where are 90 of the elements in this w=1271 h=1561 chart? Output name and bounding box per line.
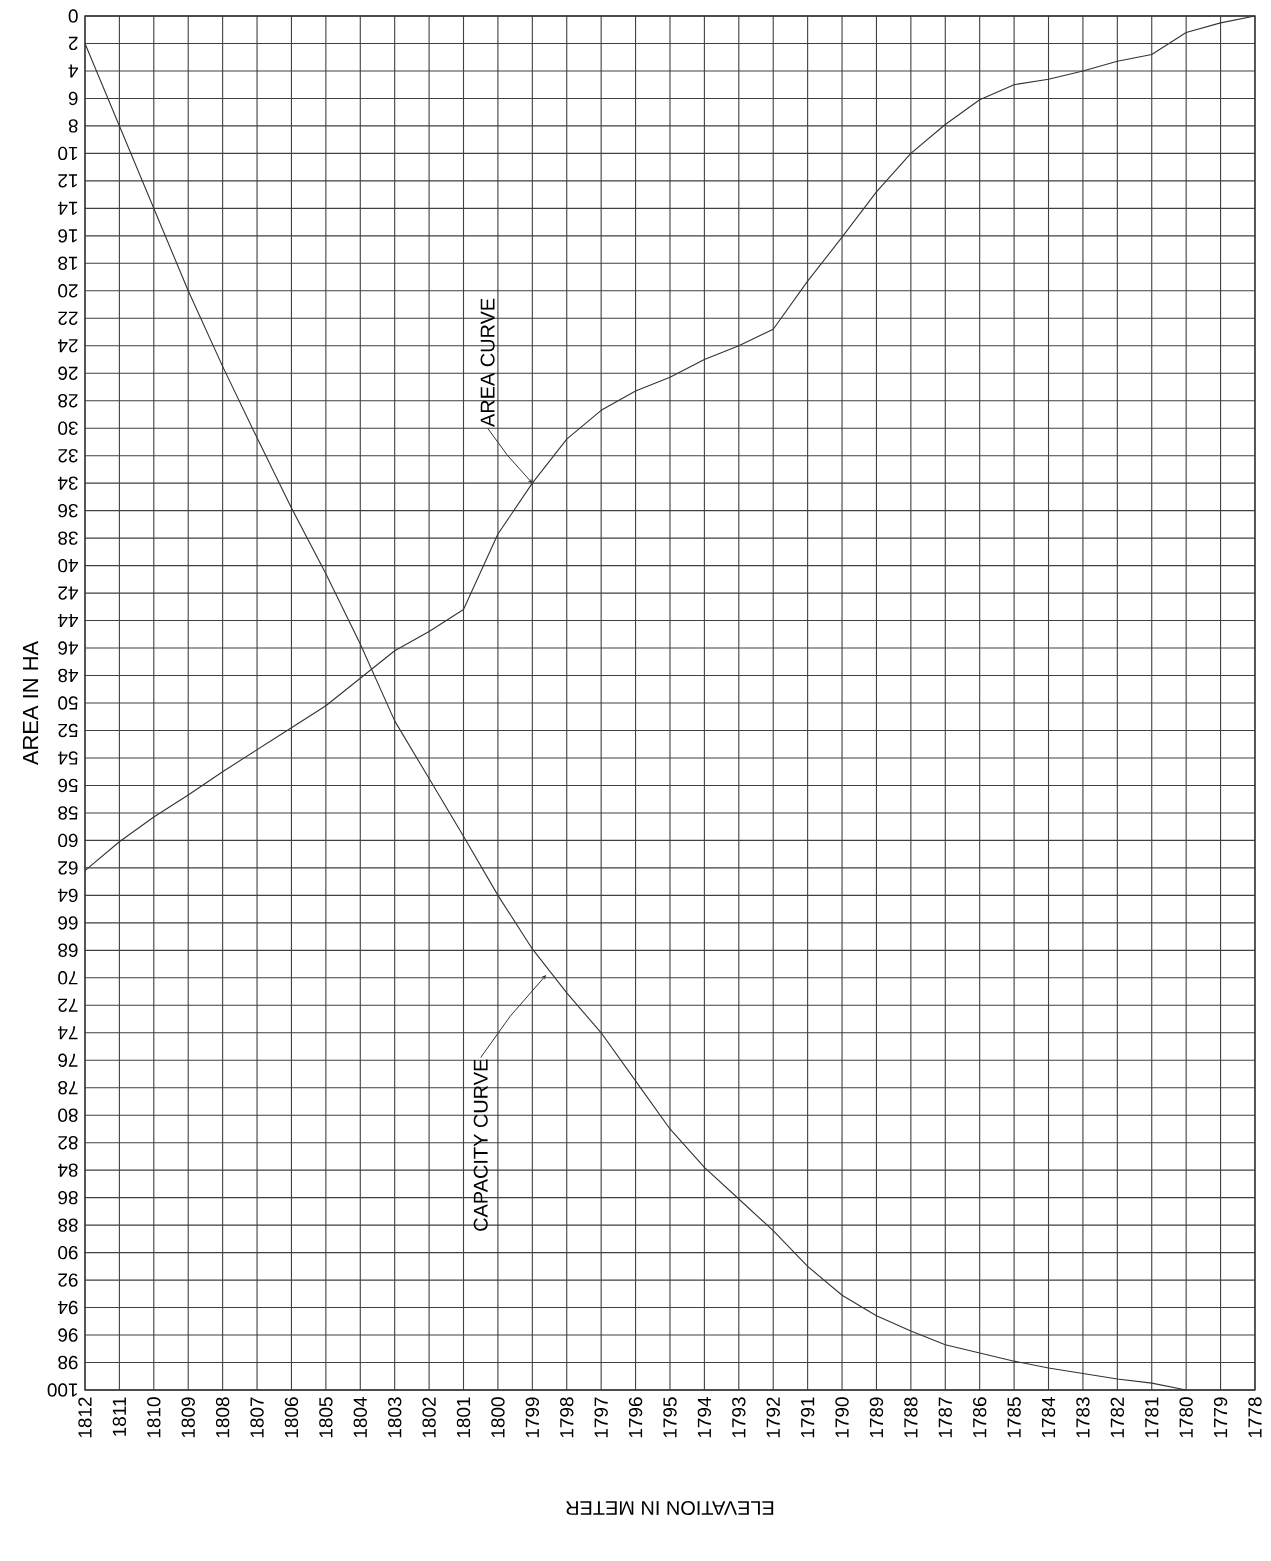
y-tick-label: 100 <box>47 1383 78 1397</box>
y-tick-label: 70 <box>58 971 78 985</box>
y-tick-label: 76 <box>58 1053 78 1067</box>
y-tick-label: 26 <box>58 366 78 380</box>
y-tick-label: 58 <box>58 806 78 820</box>
x-tick-label: 1809 <box>181 1397 195 1438</box>
y-tick-label: 94 <box>57 1300 78 1315</box>
x-tick-label: 1786 <box>972 1397 987 1438</box>
x-tick-label: 1796 <box>628 1397 643 1438</box>
x-tick-label: 1798 <box>560 1397 574 1438</box>
y-tick-label: 64 <box>57 888 78 903</box>
x-tick-label: 1807 <box>250 1397 264 1438</box>
x-tick-label: 1784 <box>1041 1397 1056 1438</box>
x-tick-label: 1794 <box>697 1397 712 1438</box>
y-tick-label: 40 <box>58 558 79 573</box>
y-tick-label: 42 <box>58 586 79 600</box>
x-tick-label: 1811 <box>112 1397 127 1436</box>
y-tick-label: 6 <box>68 91 78 106</box>
x-tick-label: 1810 <box>147 1397 161 1438</box>
y-tick-label: 98 <box>58 1355 78 1370</box>
y-tick-label: 60 <box>58 833 78 848</box>
y-tick-label: 84 <box>57 1163 78 1177</box>
annotation: CAPACITY CURVE <box>473 1059 488 1231</box>
x-tick-label: 1801 <box>456 1397 471 1438</box>
y-tick-label: 34 <box>57 476 78 490</box>
y-tick-label: 50 <box>58 696 78 710</box>
y-tick-label: 82 <box>58 1135 78 1150</box>
x-tick-label: 1797 <box>594 1397 608 1438</box>
y-tick-label: 16 <box>58 229 78 243</box>
y-tick-label: 10 <box>58 146 78 161</box>
x-tick-label: 1787 <box>938 1397 952 1438</box>
x-axis-title: ELEVATION IN METER <box>566 1500 774 1516</box>
x-tick-label: 1791 <box>800 1397 815 1438</box>
y-tick-label: 24 <box>57 339 78 353</box>
x-tick-label: 1806 <box>284 1397 299 1438</box>
y-tick-label: 38 <box>58 531 78 545</box>
x-tick-label: 1780 <box>1179 1397 1193 1438</box>
y-axis-title: AREA IN HA <box>23 640 39 766</box>
y-tick-label: 22 <box>58 311 78 325</box>
y-tick-label: 80 <box>58 1108 78 1122</box>
y-tick-label: 72 <box>58 998 78 1012</box>
y-tick-label: 14 <box>57 201 78 215</box>
y-tick-label: 36 <box>58 503 78 518</box>
x-tick-label: 1781 <box>1145 1397 1159 1438</box>
y-tick-label: 4 <box>68 64 79 78</box>
x-tick-label: 1790 <box>835 1397 849 1438</box>
y-tick-label: 28 <box>58 394 78 408</box>
y-tick-label: 12 <box>58 174 78 188</box>
y-tick-label: 54 <box>57 751 78 765</box>
x-tick-label: 1793 <box>732 1397 746 1438</box>
x-tick-label: 1778 <box>1248 1397 1262 1438</box>
x-tick-label: 1785 <box>1007 1397 1021 1438</box>
y-tick-label: 30 <box>58 421 78 435</box>
x-tick-label: 1795 <box>663 1397 677 1438</box>
x-tick-label: 1792 <box>766 1397 780 1438</box>
x-tick-label: 1804 <box>353 1397 367 1438</box>
y-tick-label: 92 <box>58 1273 78 1287</box>
x-tick-label: 1812 <box>78 1397 92 1438</box>
y-tick-label: 74 <box>57 1026 78 1040</box>
y-tick-label: 0 <box>68 9 78 23</box>
x-tick-label: 1783 <box>1076 1397 1090 1438</box>
x-tick-label: 1805 <box>319 1397 333 1438</box>
x-tick-label: 1800 <box>491 1397 505 1438</box>
x-tick-label: 1779 <box>1213 1397 1228 1438</box>
y-tick-label: 66 <box>58 916 78 930</box>
y-tick-label: 96 <box>58 1328 78 1342</box>
y-tick-label: 46 <box>58 641 79 655</box>
y-tick-label: 88 <box>58 1218 78 1232</box>
x-tick-label: 1802 <box>422 1397 436 1438</box>
y-tick-label: 32 <box>58 448 78 463</box>
y-tick-label: 2 <box>68 36 78 51</box>
y-tick-label: 90 <box>58 1245 78 1260</box>
annotation: AREA CURVE <box>480 298 495 427</box>
y-tick-label: 8 <box>68 119 78 133</box>
x-tick-label: 1808 <box>215 1397 230 1438</box>
x-tick-label: 1799 <box>525 1397 540 1438</box>
x-tick-label: 1803 <box>387 1397 402 1438</box>
y-tick-label: 48 <box>58 668 79 683</box>
y-tick-label: 68 <box>58 943 78 958</box>
y-tick-label: 52 <box>58 723 78 738</box>
y-tick-label: 20 <box>58 284 78 298</box>
y-tick-label: 78 <box>58 1081 78 1095</box>
y-tick-label: 56 <box>58 778 78 793</box>
y-tick-label: 18 <box>58 256 78 271</box>
x-tick-label: 1789 <box>869 1397 884 1438</box>
y-tick-label: 62 <box>58 861 78 875</box>
y-tick-label: 86 <box>58 1190 78 1205</box>
y-tick-label: 44 <box>57 614 79 628</box>
x-tick-label: 1788 <box>904 1397 918 1438</box>
x-tick-label: 1782 <box>1110 1397 1125 1438</box>
